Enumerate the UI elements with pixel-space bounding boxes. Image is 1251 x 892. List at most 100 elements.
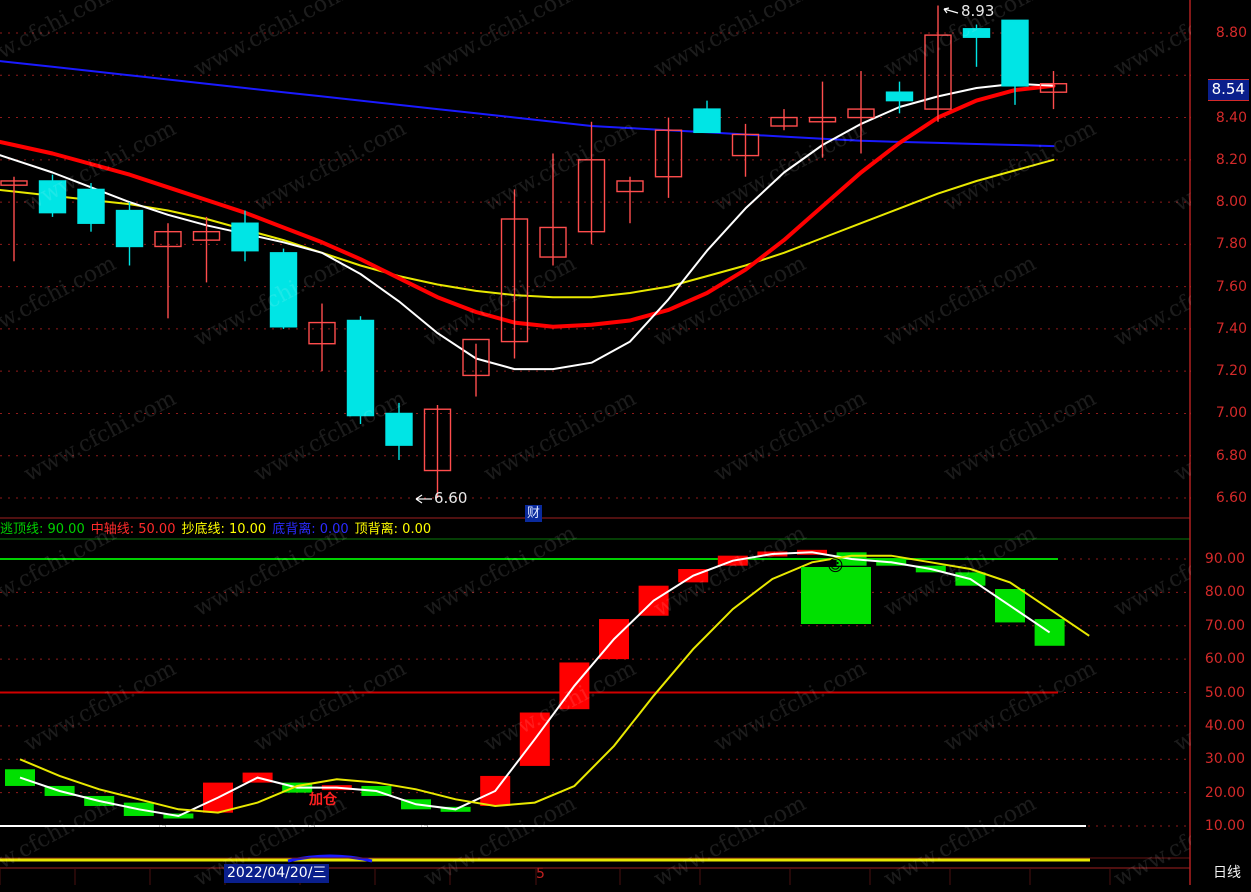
watermark: www.cfchi.com xyxy=(0,790,121,892)
candle[interactable] xyxy=(462,338,490,397)
price-axis[interactable]: 8.808.608.408.208.007.807.607.407.207.00… xyxy=(1191,0,1251,885)
watermark: www.cfchi.com xyxy=(420,790,581,892)
indicator-bar[interactable] xyxy=(599,619,629,660)
candle[interactable] xyxy=(885,81,914,114)
indicator-axis-tick: 30.00 xyxy=(1204,751,1245,768)
legend-item: 逃顶线: 90.00 xyxy=(0,522,85,537)
watermark: www.cfchi.com xyxy=(480,655,641,758)
candle[interactable] xyxy=(693,100,721,134)
highlight-box xyxy=(801,567,871,624)
candle[interactable] xyxy=(154,223,182,319)
indicator-bar[interactable] xyxy=(401,799,431,810)
candle[interactable] xyxy=(654,117,683,198)
watermark: www.cfchi.com xyxy=(190,0,351,83)
add-position-signal: 加仓 xyxy=(309,792,337,808)
buy-hand-icon: ☝ xyxy=(158,816,168,834)
candle[interactable] xyxy=(1001,19,1029,105)
watermark: www.cfchi.com xyxy=(880,790,1041,892)
indicator-bar[interactable] xyxy=(242,772,273,783)
candle[interactable] xyxy=(1039,71,1068,110)
legend-item: 底背离: 0.00 xyxy=(272,522,349,537)
watermark: www.cfchi.com xyxy=(250,655,411,758)
candle[interactable] xyxy=(731,123,760,177)
indicator-bar[interactable] xyxy=(321,785,352,791)
price-axis-tick: 7.00 xyxy=(1215,405,1247,422)
candle[interactable] xyxy=(308,303,336,372)
candle[interactable] xyxy=(115,202,144,266)
indicator-bar[interactable] xyxy=(282,782,313,793)
watermark: www.cfchi.com xyxy=(190,250,351,353)
indicator-axis-tick: 10.00 xyxy=(1204,818,1245,834)
high-price-annotation: 8.93 xyxy=(961,2,995,20)
buy-hand-icon: ☝ xyxy=(307,816,317,834)
watermark: www.cfchi.com xyxy=(0,0,121,83)
indicator-bar[interactable] xyxy=(1034,619,1065,646)
indicator-legend: 逃顶线: 90.00 中轴线: 50.00 抄底线: 10.00 底背离: 0.00 顶… xyxy=(0,521,1190,539)
watermark: www.cfchi.com xyxy=(480,385,641,488)
indicator-bar[interactable] xyxy=(44,785,75,796)
indicator-bar[interactable] xyxy=(361,785,392,796)
indicator-axis-tick: 60.00 xyxy=(1204,651,1245,668)
legend-item: 抄底线: 10.00 xyxy=(181,522,267,537)
watermark: www.cfchi.com xyxy=(250,115,411,218)
price-axis-tick: 8.40 xyxy=(1215,109,1247,126)
indicator-axis-tick: 50.00 xyxy=(1204,684,1245,701)
watermark: www.cfchi.com xyxy=(650,0,811,83)
watermark: www.cfchi.com xyxy=(20,115,181,218)
watermark: www.cfchi.com xyxy=(420,250,581,353)
candle[interactable] xyxy=(616,176,644,224)
watermark: www.cfchi.com xyxy=(940,385,1101,488)
indicator-bar[interactable] xyxy=(876,559,907,566)
indicator-bar[interactable] xyxy=(797,549,827,555)
price-axis-tick: 6.80 xyxy=(1215,447,1247,464)
candle[interactable] xyxy=(0,176,28,262)
price-axis-tick: 7.40 xyxy=(1215,320,1247,337)
time-axis-tick-label: 5 xyxy=(536,866,545,882)
indicator-bar[interactable] xyxy=(995,589,1025,623)
watermark: www.cfchi.com xyxy=(880,250,1041,353)
legend-item: 顶背离: 0.00 xyxy=(354,522,432,537)
price-axis-tick: 7.20 xyxy=(1215,363,1247,380)
candle[interactable] xyxy=(231,210,259,262)
candle[interactable] xyxy=(770,109,798,131)
price-axis-tick: 8.20 xyxy=(1215,151,1247,168)
indicator-axis-tick: 20.00 xyxy=(1204,784,1245,801)
smiley-face-icon: ☺ xyxy=(827,556,844,575)
watermark: www.cfchi.com xyxy=(250,385,411,488)
watermark: www.cfchi.com xyxy=(20,385,181,488)
watermark: www.cfchi.com xyxy=(480,115,641,218)
watermark: www.cfchi.com xyxy=(940,115,1101,218)
selected-date-tag[interactable]: 2022/04/20/三 xyxy=(224,864,330,883)
price-axis-tick: 7.80 xyxy=(1215,236,1247,253)
current-price-badge: 8.54 xyxy=(1207,78,1249,101)
buy-hand-icon: ☝ xyxy=(420,816,430,834)
indicator-axis-tick: 40.00 xyxy=(1204,717,1245,734)
watermark: www.cfchi.com xyxy=(650,790,811,892)
candle[interactable] xyxy=(192,216,221,283)
price-axis-tick: 8.00 xyxy=(1215,194,1247,211)
indicator-bar[interactable] xyxy=(440,806,471,812)
indicator-bar[interactable] xyxy=(480,775,511,806)
center-brand-tag: 财 xyxy=(525,505,543,522)
watermark: www.cfchi.com xyxy=(420,0,581,83)
indicator-bar[interactable] xyxy=(5,769,35,786)
watermark: www.cfchi.com xyxy=(710,655,871,758)
watermark: www.cfchi.com xyxy=(710,115,871,218)
price-axis-tick: 6.60 xyxy=(1215,490,1247,506)
indicator-bar[interactable] xyxy=(203,782,233,813)
watermark: www.cfchi.com xyxy=(0,250,121,353)
watermark: www.cfchi.com xyxy=(710,385,871,488)
indicator-axis-tick: 90.00 xyxy=(1204,551,1245,567)
watermark: www.cfchi.com xyxy=(20,655,181,758)
legend-item: 中轴线: 50.00 xyxy=(90,522,176,537)
price-axis-tick: 8.80 xyxy=(1215,25,1247,41)
indicator-axis-tick: 80.00 xyxy=(1204,584,1245,601)
timeframe-label[interactable]: 日线 xyxy=(1213,865,1241,881)
low-price-annotation: 6.60 xyxy=(434,489,468,507)
indicator-bar[interactable] xyxy=(123,802,154,816)
price-axis-tick: 7.60 xyxy=(1215,278,1247,295)
watermark: www.cfchi.com xyxy=(650,250,811,353)
indicator-bar[interactable] xyxy=(163,813,194,819)
candle[interactable] xyxy=(423,405,452,498)
